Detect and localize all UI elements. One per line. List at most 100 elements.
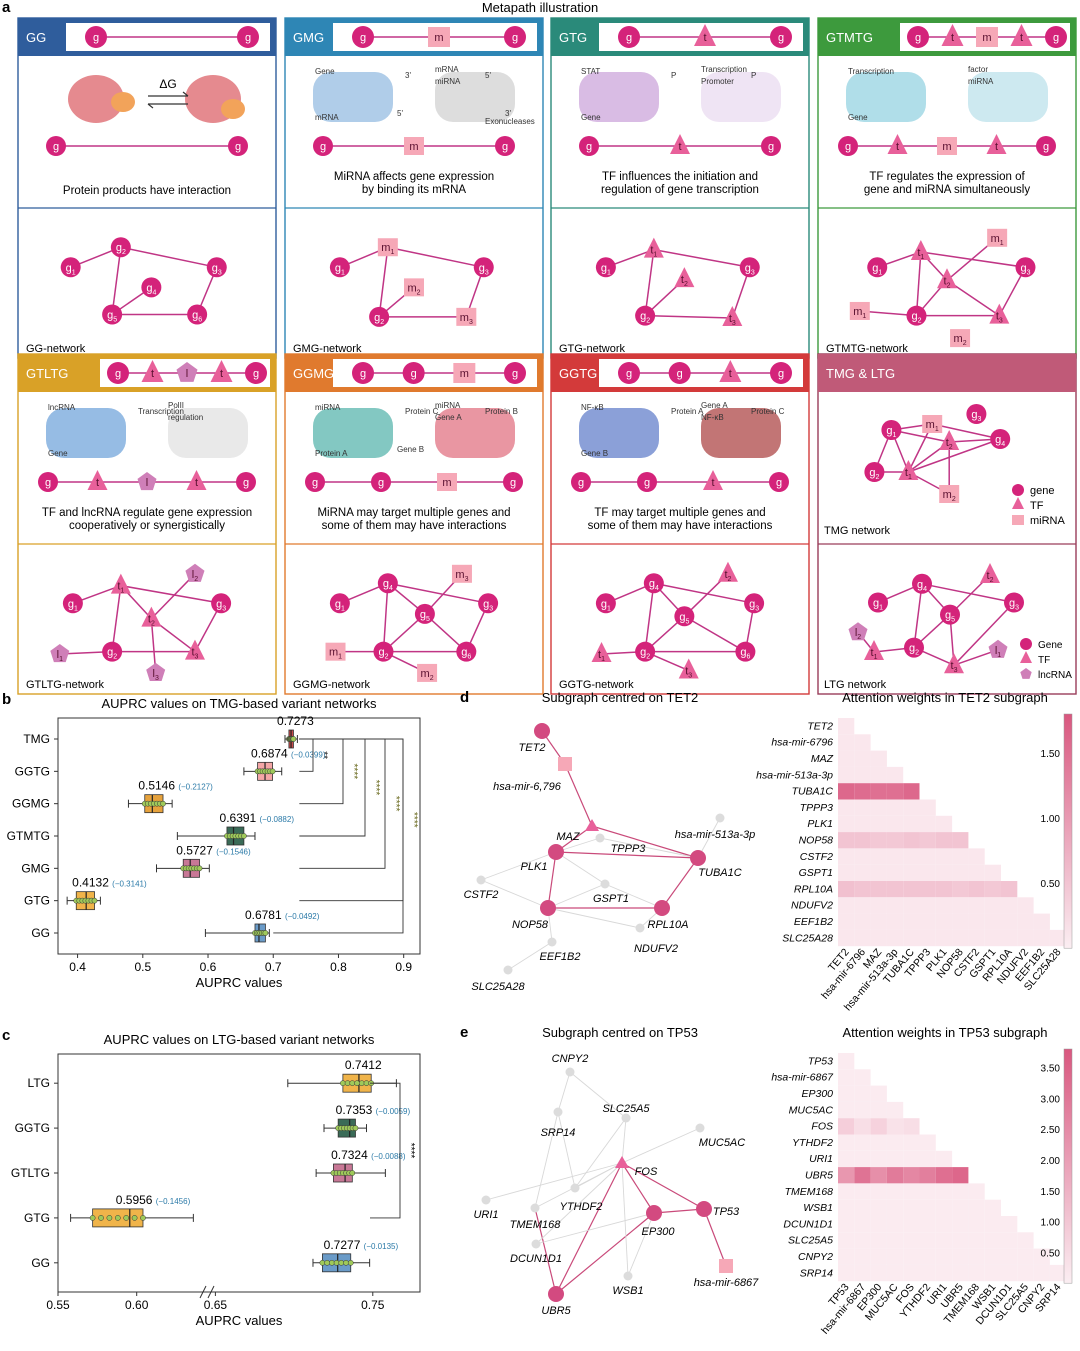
node-label: t3	[951, 660, 958, 674]
node-label: UBR5	[541, 1305, 571, 1317]
tf-node	[615, 1156, 629, 1168]
node-g: g4	[912, 573, 932, 594]
heatmap-cell	[838, 864, 855, 881]
subgraph-node: NDUFV2	[634, 923, 678, 955]
value-label: 0.6781	[245, 908, 282, 922]
colorbar-tick-label: 1.50	[1041, 1187, 1061, 1198]
metapath-card-gtmtg: GTMTG g t m t g Transcription factor miRNA Gene g t…	[817, 17, 1077, 359]
node-t: t3	[722, 306, 743, 327]
row-label: GTLTG	[11, 1166, 50, 1180]
node-subscript: 2	[857, 634, 861, 641]
data-point	[89, 1215, 96, 1221]
box-row-gtmtg: GTMTG 0.6391 (−0.0882)	[7, 811, 294, 846]
heatmap-cell	[870, 881, 887, 898]
heatmap-cell	[854, 1150, 871, 1168]
node-g: g4	[141, 277, 162, 298]
node-g: g3	[739, 257, 760, 278]
gene-node	[1015, 257, 1036, 278]
heatmap-cell	[1033, 1264, 1050, 1282]
heatmap-cell	[838, 1085, 855, 1102]
illustration-label: Protein A	[315, 449, 348, 458]
node-g: g	[1045, 26, 1067, 48]
node-m: m3	[451, 564, 472, 583]
gene-node	[907, 26, 929, 48]
gene-node	[1012, 484, 1024, 496]
data-point	[98, 1215, 104, 1221]
delta-label: (−0.3141)	[112, 880, 147, 889]
node-label: MUC5AC	[699, 1137, 746, 1149]
heatmap-cell	[870, 1167, 887, 1184]
heatmap-cell	[886, 1183, 904, 1200]
node-subscript: 1	[1000, 240, 1004, 247]
heatmap-cell	[870, 1150, 887, 1168]
colorbar-tick-label: 3.50	[1041, 1063, 1061, 1074]
heatmap-row-label: hsa-mir-6867	[771, 1072, 834, 1084]
network-label: GTLTG-network	[26, 679, 105, 691]
node-subscript: 1	[893, 432, 897, 439]
node-label: t2	[148, 614, 155, 628]
heatmap-cell	[935, 913, 953, 930]
heatmap-row-label: NOP58	[799, 835, 834, 847]
heatmap-cell	[903, 832, 920, 849]
heatmap-row-label: CSTF2	[800, 851, 833, 863]
node-subscript: 2	[646, 654, 650, 661]
subgraph-edge	[547, 907, 641, 929]
node-label: g1	[601, 262, 611, 276]
heatmap-cell	[903, 864, 920, 881]
node-subscript: 2	[380, 319, 384, 326]
node-g: g	[38, 472, 58, 492]
subgraph-edge	[555, 1212, 655, 1295]
gene-node	[618, 362, 640, 384]
heatmap-cell	[854, 1232, 871, 1249]
heatmap-row-label: hsa-mir-6796	[771, 737, 833, 749]
subgraph-title: Subgraph centred on TET2	[542, 690, 699, 705]
panel-letter-a: a	[2, 0, 11, 16]
heatmap-cell	[984, 1216, 1001, 1233]
node-g: g1	[329, 257, 350, 278]
card-title: TMG & LTG	[826, 366, 895, 381]
node-label: CNPY2	[552, 1053, 589, 1065]
heatmap-cell	[886, 1150, 904, 1168]
illustration-shape-right	[168, 408, 248, 458]
illustration-shape-right	[435, 408, 515, 458]
node-label: hsa-mir-6,796	[493, 781, 562, 793]
tf-node	[980, 563, 1000, 583]
heatmap-cell	[886, 766, 904, 784]
lncrna-node	[50, 644, 70, 663]
delta-label: (−0.0399)	[291, 750, 326, 759]
node-label: g2	[116, 242, 126, 256]
network-edge	[387, 246, 484, 269]
box-row-gmg: GMG 0.5727 (−0.1546)	[21, 843, 251, 878]
significance-stars: ****	[408, 812, 419, 828]
gene-node	[579, 136, 599, 156]
heatmap-cell	[935, 815, 953, 833]
metapath-description: TF may target multiple genes and	[594, 507, 765, 519]
gene-node	[912, 573, 932, 594]
node-g: g	[495, 136, 515, 156]
gene-node	[352, 362, 374, 384]
heatmap-cell	[838, 718, 855, 735]
data-point	[344, 1080, 351, 1087]
node-label: g	[776, 477, 782, 489]
x-tick-label: 0.75	[361, 1298, 385, 1312]
heatmap-cell	[968, 897, 985, 914]
heatmap-cell	[935, 1167, 953, 1184]
tf-node	[643, 237, 664, 258]
node-m: m	[937, 137, 957, 155]
node-label: g2	[640, 311, 650, 325]
heatmap-cell	[838, 1248, 855, 1265]
node-label: hsa-mir-6867	[694, 1277, 759, 1289]
subgraph-node: RPL10A	[648, 900, 688, 931]
node-label: SLC25A5	[602, 1103, 650, 1115]
mirna-node	[437, 473, 457, 491]
node-label: t	[151, 368, 154, 380]
data-point	[114, 1215, 121, 1221]
node-subscript: 3	[978, 416, 982, 423]
network-edge	[908, 438, 1001, 473]
box-row-ltg: LTG 0.7412	[28, 1058, 397, 1093]
metapath-card-ggmg: GGMG g g m g miRNA miRNA Gene A Protein A Protein…	[284, 353, 544, 695]
heatmap-cell	[952, 929, 969, 947]
gene-node	[329, 257, 350, 278]
node-label: g	[320, 141, 326, 153]
